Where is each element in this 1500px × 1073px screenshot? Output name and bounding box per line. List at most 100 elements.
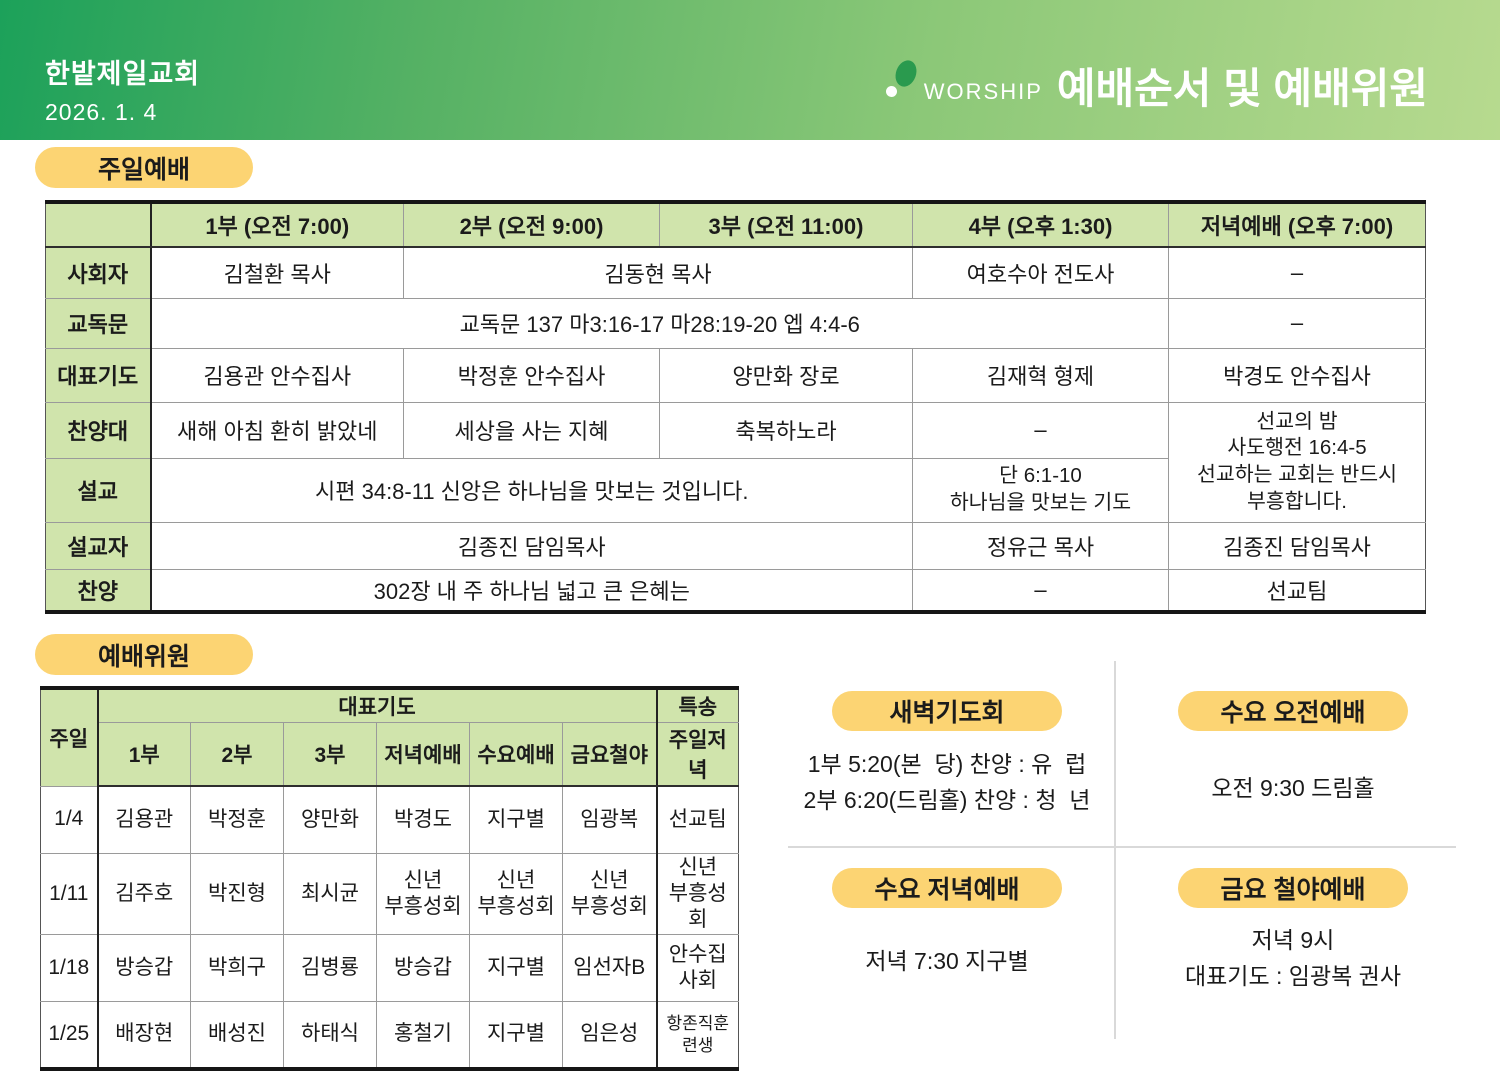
header-right: WORSHIP 예배순서 및 예배위원 <box>885 57 1428 112</box>
row-label: 찬양 <box>45 568 152 613</box>
week-date: 1/11 <box>40 852 99 936</box>
row-choir: 찬양대 새해 아침 환히 밝았네 세상을 사는 지혜 축복하노라 – 선교의 밤… <box>45 401 1426 523</box>
info-box-lines: 1부 5:20(본 당) 찬양 : 유 럽 2부 6:20(드림홀) 찬양 : 청… <box>803 751 1091 813</box>
church-name: 한밭제일교회 <box>45 59 201 89</box>
row-label: 찬양대 <box>45 401 152 459</box>
row-label: 대표기도 <box>45 347 152 403</box>
info-box-lines: 오전 9:30 드림홀 <box>1211 775 1375 801</box>
info-box-wed-evening: 수요 저녁예배 저녁 7:30 지구별 <box>780 848 1114 1040</box>
table-cell: 임선자B <box>561 934 658 1003</box>
info-box-pill: 새벽기도회 <box>832 691 1062 731</box>
table-cell: 박정훈 <box>190 785 284 854</box>
table-cell: 지구별 <box>469 785 563 854</box>
subcol-part1: 1부 <box>97 722 191 787</box>
logo-green-dot <box>891 57 920 90</box>
table-cell: 선교팀 <box>1168 568 1426 613</box>
table-cell: 정유근 목사 <box>912 521 1169 570</box>
column-header-part3: 3부 (오전 11:00) <box>659 201 913 248</box>
worship-logo-icon <box>885 57 920 112</box>
table-header-row: 1부 (오전 7:00) 2부 (오전 9:00) 3부 (오전 11:00) … <box>45 201 1426 248</box>
info-box-lines: 저녁 9시 대표기도 : 임광복 권사 <box>1184 927 1401 989</box>
table-cell: 김병룡 <box>283 934 377 1003</box>
subcol-wednesday: 수요예배 <box>469 722 563 787</box>
panel-horizontal-divider <box>788 846 1456 848</box>
row-label: 설교자 <box>45 521 152 570</box>
table-cell: 홍철기 <box>376 1001 470 1070</box>
table-cell-evening-mission: 선교의 밤 사도행전 16:4-5 선교하는 교회는 반드시 부흥합니다. <box>1168 401 1426 523</box>
table-cell: 임은성 <box>561 1001 658 1070</box>
info-box-fri-overnight: 금요 철야예배 저녁 9시 대표기도 : 임광복 권사 <box>1116 848 1470 1040</box>
table-cell: 여호수아 전도사 <box>912 246 1169 299</box>
row-responsive-reading: 교독문 교독문 137 마3:16-17 마28:19-20 엡 4:4-6 – <box>45 297 1426 349</box>
column-header-week: 주일 <box>40 687 99 787</box>
table-cell: 김용관 <box>97 785 191 854</box>
worship-label: WORSHIP <box>923 79 1043 104</box>
column-header-empty <box>45 201 152 248</box>
table-cell: 박정훈 안수집사 <box>403 347 660 403</box>
table-cell: 선교팀 <box>655 785 740 854</box>
bulletin-date: 2026. 1. 4 <box>45 99 158 125</box>
table-cell: 김철환 목사 <box>150 246 404 299</box>
table-cell: – <box>1168 246 1426 299</box>
row-preacher: 설교자 김종진 담임목사 정유근 목사 김종진 담임목사 <box>45 521 1426 570</box>
row-moderator: 사회자 김철환 목사 김동현 목사 여호수아 전도사 – <box>45 246 1426 299</box>
table-cell: 신년 부흥성회 <box>561 852 658 936</box>
table-cell: 양만화 <box>283 785 377 854</box>
sunday-worship-table-wrap: 1부 (오전 7:00) 2부 (오전 9:00) 3부 (오전 11:00) … <box>45 200 1426 614</box>
table-cell: 배장현 <box>97 1001 191 1070</box>
table-cell: 최시균 <box>283 852 377 936</box>
table-cell: 방승갑 <box>97 934 191 1003</box>
table-cell: 박경도 <box>376 785 470 854</box>
panel-vertical-divider <box>1114 661 1116 1039</box>
table-cell: 김종진 담임목사 <box>150 521 913 570</box>
table-cell: 김용관 안수집사 <box>150 347 404 403</box>
sunday-worship-table: 1부 (오전 7:00) 2부 (오전 9:00) 3부 (오전 11:00) … <box>45 200 1426 614</box>
table-cell: 안수집사회 <box>655 934 740 1003</box>
committee-table: 주일 대표기도 특송 1부 2부 3부 저녁예배 수요예배 금요철야 주일저녁 … <box>40 686 740 1071</box>
table-cell: – <box>1168 297 1426 349</box>
info-box-pill: 수요 저녁예배 <box>832 868 1062 908</box>
section-pill-committee: 예배위원 <box>35 634 253 675</box>
table-cell: – <box>912 401 1169 459</box>
committee-row: 1/4 김용관 박정훈 양만화 박경도 지구별 임광복 선교팀 <box>40 785 740 854</box>
info-box-lines: 저녁 7:30 지구별 <box>865 948 1029 974</box>
committee-header-row1: 주일 대표기도 특송 <box>40 687 740 787</box>
table-cell: 박희구 <box>190 934 284 1003</box>
table-cell: 박진형 <box>190 852 284 936</box>
table-cell: 시편 34:8-11 신앙은 하나님을 맛보는 것입니다. <box>150 457 913 523</box>
week-date: 1/18 <box>40 934 99 1003</box>
table-cell: 하태식 <box>283 1001 377 1070</box>
subcol-sunday-evening: 주일저녁 <box>655 722 740 787</box>
table-cell: 김주호 <box>97 852 191 936</box>
info-box-pill: 금요 철야예배 <box>1178 868 1408 908</box>
table-cell: 방승갑 <box>376 934 470 1003</box>
header-left: 한밭제일교회 2026. 1. 4 <box>45 52 200 126</box>
column-header-part2: 2부 (오전 9:00) <box>403 201 660 248</box>
header-band: 한밭제일교회 2026. 1. 4 WORSHIP 예배순서 및 예배위원 <box>0 0 1500 140</box>
info-box-pill: 수요 오전예배 <box>1178 691 1408 731</box>
table-cell: 세상을 사는 지혜 <box>403 401 660 459</box>
table-cell: 신년 부흥성회 <box>376 852 470 936</box>
table-cell: 김재혁 형제 <box>912 347 1169 403</box>
table-cell: – <box>912 568 1169 613</box>
week-date: 1/4 <box>40 785 99 854</box>
committee-table-wrap: 주일 대표기도 특송 1부 2부 3부 저녁예배 수요예배 금요철야 주일저녁 … <box>40 686 740 1071</box>
subcol-evening: 저녁예배 <box>376 722 470 787</box>
table-cell: 단 6:1-10 하나님을 맛보는 기도 <box>912 457 1169 523</box>
table-cell: 지구별 <box>469 934 563 1003</box>
committee-header-row2: 1부 2부 3부 저녁예배 수요예배 금요철야 주일저녁 <box>41 722 740 787</box>
column-header-special: 특송 <box>655 687 740 723</box>
column-header-evening: 저녁예배 (오후 7:00) <box>1168 201 1426 248</box>
table-cell: 신년 부흥성회 <box>469 852 563 936</box>
subcol-part2: 2부 <box>190 722 284 787</box>
row-label: 사회자 <box>45 246 152 299</box>
section-pill-sunday-worship: 주일예배 <box>35 147 253 188</box>
table-cell: 김동현 목사 <box>403 246 913 299</box>
committee-row: 1/25 배장현 배성진 하태식 홍철기 지구별 임은성 항존직훈련생 <box>40 1001 740 1070</box>
table-cell: 임광복 <box>561 785 658 854</box>
table-cell: 박경도 안수집사 <box>1168 347 1426 403</box>
row-rep-prayer: 대표기도 김용관 안수집사 박정훈 안수집사 양만화 장로 김재혁 형제 박경도… <box>45 347 1426 403</box>
table-cell: 항존직훈련생 <box>655 1001 740 1070</box>
week-date: 1/25 <box>40 1001 99 1070</box>
